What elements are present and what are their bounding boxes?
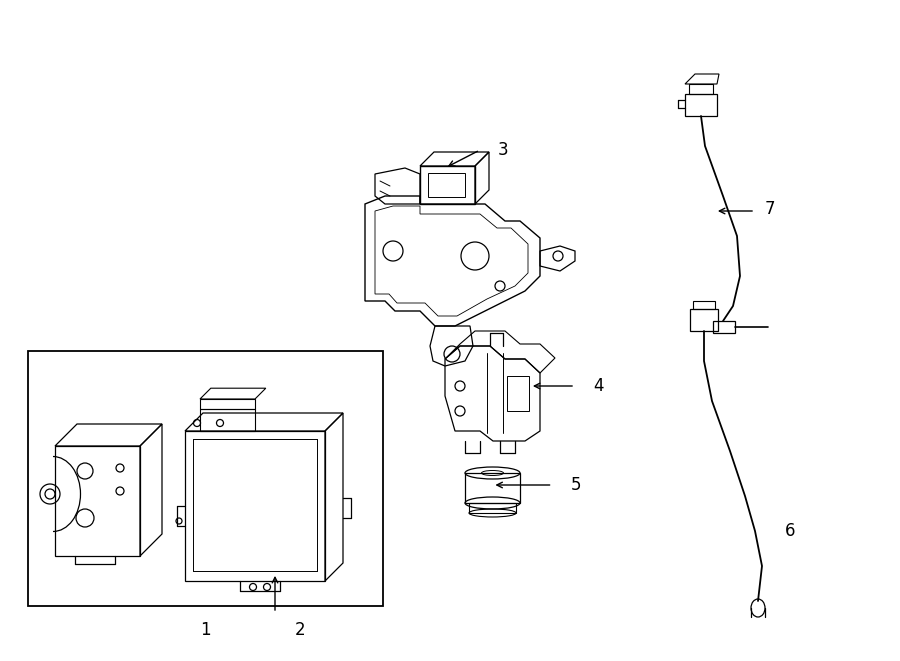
- Text: 4: 4: [593, 377, 604, 395]
- Bar: [693, 301, 715, 309]
- Bar: [685, 94, 717, 116]
- Text: 5: 5: [571, 476, 581, 494]
- Text: 3: 3: [498, 141, 508, 159]
- Text: 1: 1: [200, 621, 211, 639]
- Text: 2: 2: [294, 621, 305, 639]
- Bar: [420, 166, 475, 204]
- Bar: [690, 309, 718, 331]
- Bar: [713, 321, 735, 333]
- Bar: [185, 431, 325, 581]
- Bar: [469, 503, 516, 513]
- Bar: [689, 84, 713, 94]
- Bar: [200, 409, 255, 431]
- Bar: [507, 376, 529, 411]
- Text: 7: 7: [765, 200, 776, 218]
- Bar: [28, 351, 383, 606]
- Bar: [465, 473, 520, 503]
- Bar: [200, 399, 255, 409]
- Bar: [55, 446, 140, 556]
- Bar: [428, 173, 465, 197]
- Text: 6: 6: [785, 522, 796, 540]
